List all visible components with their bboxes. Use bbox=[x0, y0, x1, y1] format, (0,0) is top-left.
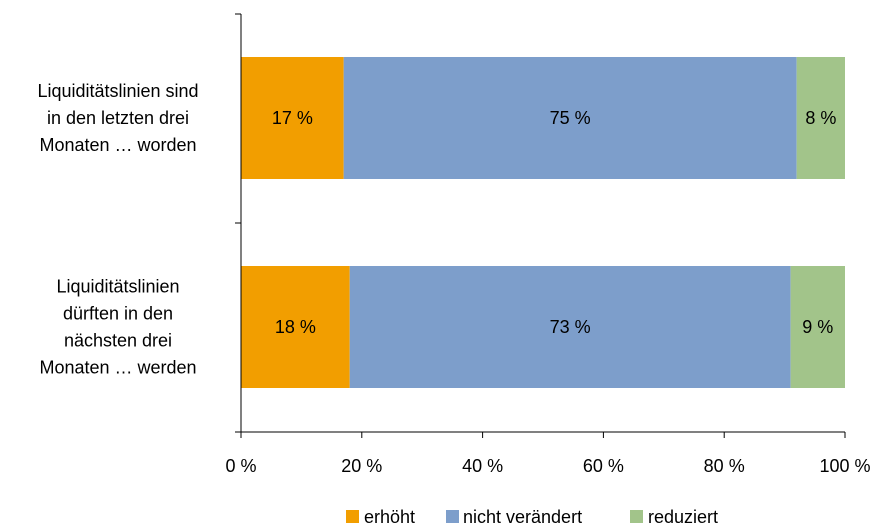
axes-layer bbox=[235, 13, 846, 438]
data-label: 9 % bbox=[802, 317, 833, 337]
category-label: Liquiditätslinien sind in den letzten dre… bbox=[37, 81, 198, 155]
bar-segment-erhöht-1 bbox=[241, 57, 344, 179]
x-tick-label: 80 % bbox=[704, 456, 745, 476]
legend-swatch-erhöht bbox=[346, 510, 359, 523]
legend-label: reduziert bbox=[648, 507, 718, 527]
data-label: 18 % bbox=[275, 317, 316, 337]
category-label-line: nächsten drei bbox=[64, 331, 172, 351]
x-tick-label: 100 % bbox=[819, 456, 870, 476]
data-label: 17 % bbox=[272, 108, 313, 128]
bar-segment-reduziert-2 bbox=[790, 266, 845, 388]
legend-label: nicht verändert bbox=[463, 507, 582, 527]
bar-segment-reduziert-1 bbox=[796, 57, 845, 179]
x-tick-label: 20 % bbox=[341, 456, 382, 476]
x-tick-label: 40 % bbox=[462, 456, 503, 476]
data-label: 75 % bbox=[550, 108, 591, 128]
category-label-line: in den letzten drei bbox=[47, 108, 189, 128]
x-tick-label: 0 % bbox=[225, 456, 256, 476]
bar-segment-erhöht-2 bbox=[241, 266, 350, 388]
category-label-line: dürften in den bbox=[63, 304, 173, 324]
labels-layer: 17 % 75 % 8 % 18 % 73 % 9 % 0 % 20 % 40 % 60 % 80 … bbox=[37, 81, 870, 476]
category-label-line: Liquiditätslinien sind bbox=[37, 81, 198, 101]
data-label: 8 % bbox=[805, 108, 836, 128]
category-label: Liquiditätslinien dürften in den nächsten … bbox=[39, 277, 196, 378]
legend-label: erhöht bbox=[364, 507, 415, 527]
category-label-line: Monaten … worden bbox=[39, 135, 196, 155]
bar-segment-nicht-verändert-1 bbox=[343, 57, 797, 179]
legend: erhöht nicht verändert reduziert bbox=[346, 507, 718, 527]
legend-swatch-reduziert bbox=[630, 510, 643, 523]
bars-layer bbox=[241, 57, 845, 388]
category-label-line: Monaten … werden bbox=[39, 358, 196, 378]
category-label-line: Liquiditätslinien bbox=[56, 277, 179, 297]
data-label: 73 % bbox=[550, 317, 591, 337]
bar-segment-nicht-verändert-2 bbox=[349, 266, 791, 388]
x-tick-label: 60 % bbox=[583, 456, 624, 476]
legend-swatch-nicht-verändert bbox=[446, 510, 459, 523]
